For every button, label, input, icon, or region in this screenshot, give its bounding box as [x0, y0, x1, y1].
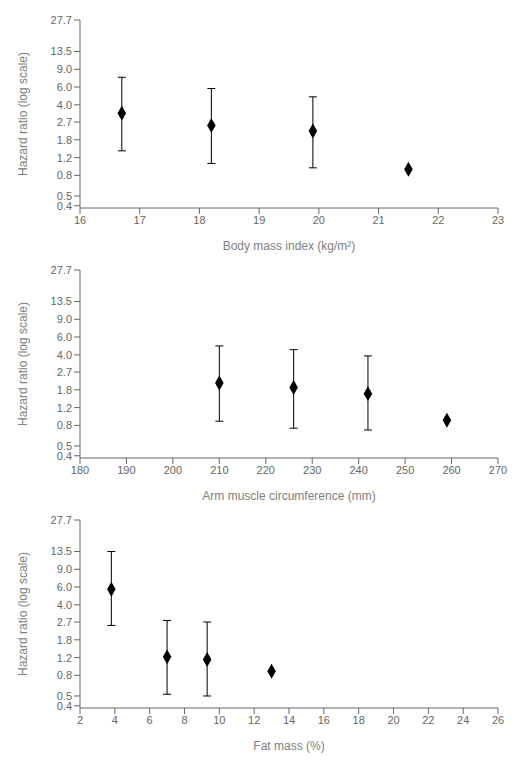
svg-text:4.0: 4.0	[57, 99, 72, 111]
svg-text:Hazard ratio (log scale): Hazard ratio (log scale)	[16, 302, 30, 426]
svg-text:16: 16	[74, 214, 86, 226]
svg-text:2.7: 2.7	[57, 116, 72, 128]
svg-text:0.4: 0.4	[56, 699, 72, 712]
svg-text:0.5: 0.5	[57, 190, 72, 202]
svg-text:18: 18	[193, 214, 205, 226]
svg-text:1.8: 1.8	[57, 134, 72, 146]
svg-text:27.7: 27.7	[51, 264, 72, 276]
svg-text:9.0: 9.0	[57, 63, 72, 75]
svg-text:26: 26	[492, 714, 504, 726]
svg-text:Hazard ratio (log scale): Hazard ratio (log scale)	[16, 52, 30, 176]
svg-text:4.0: 4.0	[57, 349, 72, 361]
svg-text:220: 220	[257, 464, 275, 476]
svg-text:12: 12	[248, 714, 260, 726]
svg-text:23: 23	[492, 214, 504, 226]
svg-text:4: 4	[112, 714, 118, 726]
svg-text:6.0: 6.0	[57, 331, 72, 343]
svg-text:4.0: 4.0	[57, 599, 72, 611]
svg-text:6.0: 6.0	[57, 81, 72, 93]
svg-text:Arm muscle circumference (mm): Arm muscle circumference (mm)	[202, 489, 375, 503]
svg-text:250: 250	[396, 464, 414, 476]
svg-text:8: 8	[181, 714, 187, 726]
svg-text:Body mass index (kg/m²): Body mass index (kg/m²)	[223, 239, 356, 253]
svg-text:17: 17	[134, 214, 146, 226]
svg-text:18: 18	[353, 714, 365, 726]
svg-text:22: 22	[432, 214, 444, 226]
svg-text:0.8: 0.8	[57, 419, 72, 431]
svg-text:0.4: 0.4	[56, 199, 72, 212]
svg-text:0.8: 0.8	[57, 669, 72, 681]
svg-text:1.8: 1.8	[57, 384, 72, 396]
svg-text:1.8: 1.8	[57, 634, 72, 646]
svg-text:19: 19	[253, 214, 265, 226]
svg-text:9.0: 9.0	[57, 563, 72, 575]
svg-text:27.7: 27.7	[51, 514, 72, 526]
svg-text:21: 21	[372, 214, 384, 226]
svg-text:20: 20	[387, 714, 399, 726]
svg-text:6: 6	[147, 714, 153, 726]
svg-text:240: 240	[349, 464, 367, 476]
svg-text:210: 210	[210, 464, 228, 476]
svg-text:10: 10	[213, 714, 225, 726]
svg-text:22: 22	[422, 714, 434, 726]
svg-text:0.4: 0.4	[56, 449, 72, 462]
svg-text:13.5: 13.5	[51, 45, 72, 57]
svg-text:14: 14	[283, 714, 295, 726]
svg-text:Hazard ratio (log scale): Hazard ratio (log scale)	[16, 552, 30, 676]
svg-text:2.7: 2.7	[57, 366, 72, 378]
svg-text:24: 24	[457, 714, 469, 726]
svg-text:Fat mass (%): Fat mass (%)	[253, 739, 324, 753]
svg-text:16: 16	[318, 714, 330, 726]
svg-text:27.7: 27.7	[51, 14, 72, 26]
svg-text:230: 230	[303, 464, 321, 476]
svg-text:20: 20	[313, 214, 325, 226]
svg-text:0.5: 0.5	[57, 690, 72, 702]
svg-text:1.2: 1.2	[57, 652, 72, 664]
svg-text:1.2: 1.2	[57, 152, 72, 164]
svg-text:270: 270	[489, 464, 507, 476]
svg-text:2.7: 2.7	[57, 616, 72, 628]
svg-text:13.5: 13.5	[51, 545, 72, 557]
svg-text:190: 190	[117, 464, 135, 476]
svg-text:1.2: 1.2	[57, 402, 72, 414]
svg-text:180: 180	[71, 464, 89, 476]
svg-text:0.5: 0.5	[57, 440, 72, 452]
svg-text:0.8: 0.8	[57, 169, 72, 181]
svg-text:260: 260	[442, 464, 460, 476]
svg-text:9.0: 9.0	[57, 313, 72, 325]
svg-text:200: 200	[164, 464, 182, 476]
svg-text:2: 2	[77, 714, 83, 726]
svg-text:6.0: 6.0	[57, 581, 72, 593]
svg-text:13.5: 13.5	[51, 295, 72, 307]
